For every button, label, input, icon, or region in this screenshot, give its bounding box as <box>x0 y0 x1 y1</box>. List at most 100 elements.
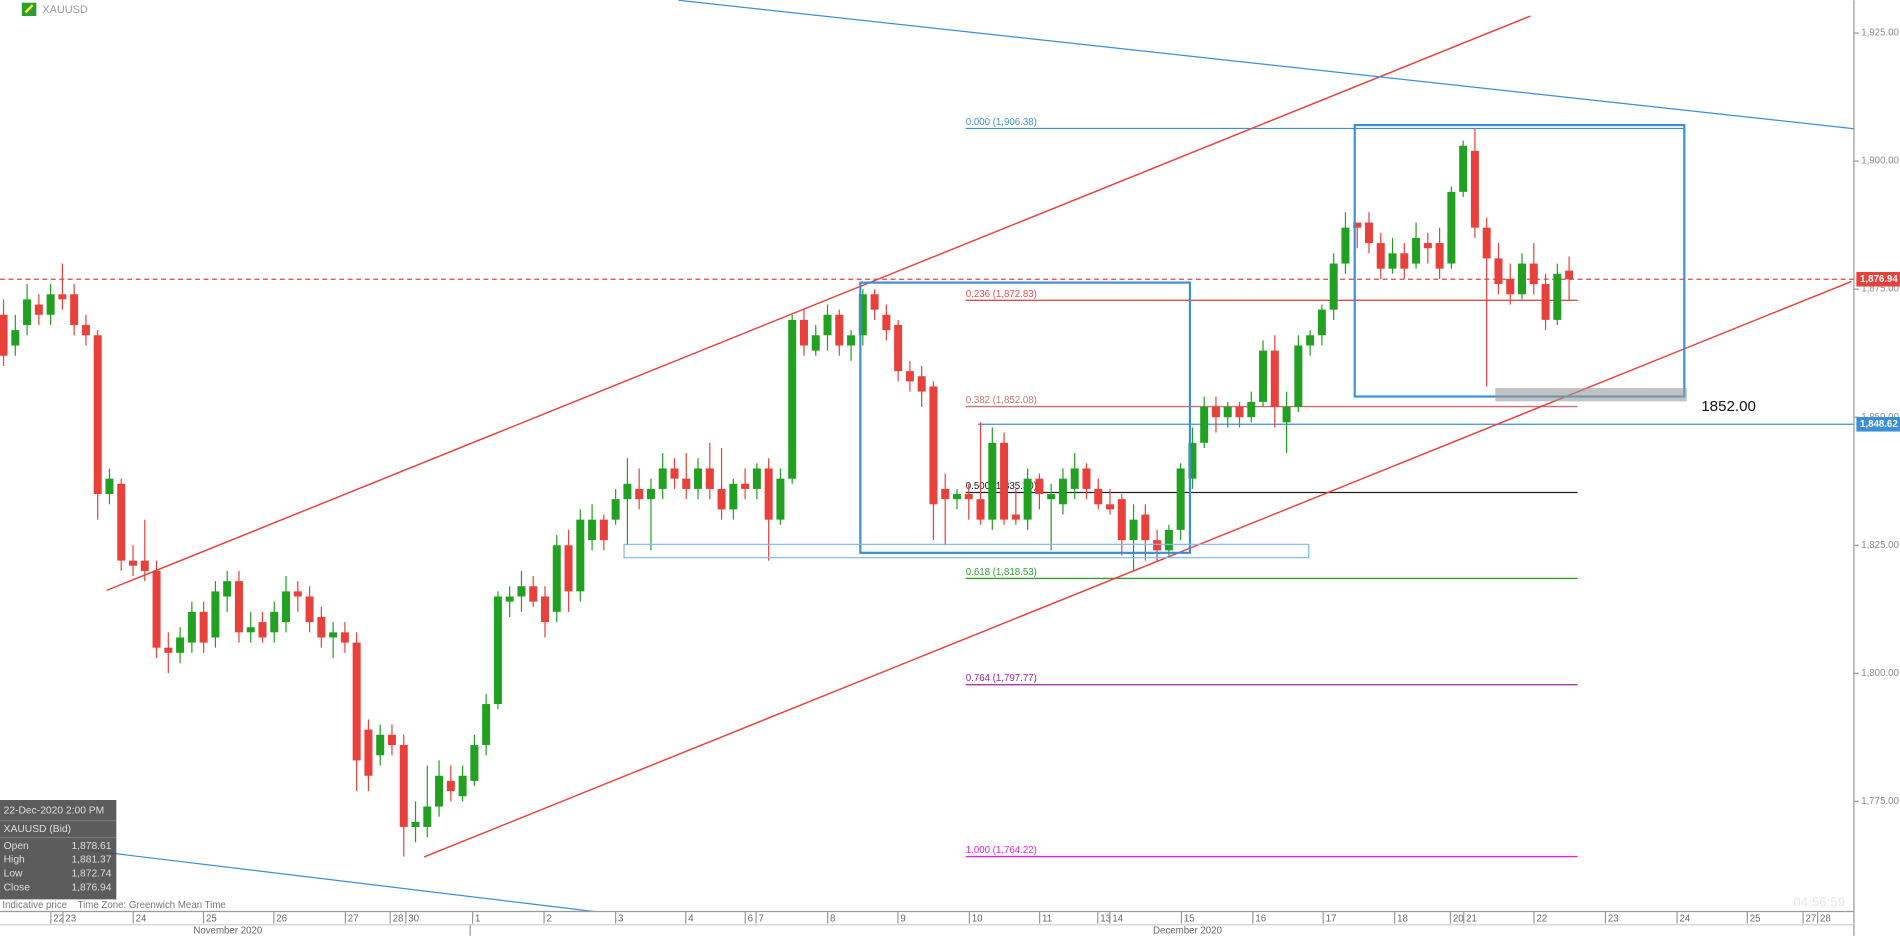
y-tick-label: 1,825.00 <box>1861 540 1899 551</box>
header: XAUUSD <box>21 2 88 17</box>
trend-line <box>678 0 1855 130</box>
candle-body <box>870 294 879 310</box>
footer-timezone: Time Zone: Greenwich Mean Time <box>78 900 226 911</box>
info-symbol: XAUUSD (Bid) <box>4 824 71 835</box>
y-tick-label: 1,875.00 <box>1861 284 1899 295</box>
trend-line <box>72 847 594 913</box>
candle-body <box>764 468 773 520</box>
x-tick-label: 28 <box>393 913 404 924</box>
candle-body <box>187 611 196 643</box>
candle-body <box>905 371 914 382</box>
candle-body <box>423 806 432 827</box>
candle-body <box>599 519 608 541</box>
candle-body <box>1553 273 1562 320</box>
candle-body <box>705 468 714 489</box>
x-tick-label: 16 <box>1255 913 1266 924</box>
candle-body <box>623 483 632 500</box>
candle-body <box>976 499 985 520</box>
x-tick-label: 3 <box>618 913 623 924</box>
candle-body <box>1106 504 1115 510</box>
candle-body <box>988 442 997 520</box>
x-tick-label: 15 <box>1184 913 1195 924</box>
candle-body <box>541 596 550 623</box>
x-tick-label: 22 <box>1536 913 1547 924</box>
candle-body <box>129 560 138 566</box>
candle-body <box>1376 243 1385 269</box>
candle-body <box>1329 263 1338 310</box>
candle-body <box>199 611 208 643</box>
x-tick-label: 30 <box>408 913 419 924</box>
candle-body <box>1082 468 1091 489</box>
candle-body <box>788 319 797 479</box>
candle-body <box>1035 478 1044 495</box>
candle-body <box>1341 227 1350 264</box>
info-datetime: 22-Dec-2020 2:00 PM <box>4 806 105 817</box>
candle-body <box>1176 468 1185 530</box>
candle-body <box>1494 258 1503 285</box>
candle-body <box>11 330 20 346</box>
channel-upper <box>106 15 1531 592</box>
candle-body <box>458 775 467 797</box>
candle-body <box>1211 406 1220 418</box>
price-tag <box>1856 417 1900 432</box>
candle-body <box>894 325 903 372</box>
candle-body <box>741 483 750 489</box>
candle-body <box>1364 222 1373 244</box>
candle-body <box>1047 494 1056 500</box>
candle-body <box>176 637 185 653</box>
candle-body <box>435 775 444 807</box>
candle-body <box>1259 350 1268 402</box>
candle-body <box>658 468 667 489</box>
x-tick-label: 27 <box>1806 913 1817 924</box>
x-tick-label: 22 <box>53 913 64 924</box>
candle-body <box>58 294 67 300</box>
candle-body <box>529 586 538 602</box>
info-row-label: High <box>4 855 25 866</box>
candle-body <box>517 586 526 597</box>
candle-body <box>411 821 420 827</box>
price-tag-label: 1,848.62 <box>1860 419 1898 430</box>
candle-body <box>1518 263 1527 295</box>
drawings <box>72 0 1855 913</box>
candle-body <box>1129 519 1138 541</box>
target-zone <box>1495 388 1687 402</box>
candle-body <box>223 581 232 597</box>
x-tick-label: 25 <box>1750 913 1761 924</box>
x-tick-label: 4 <box>688 913 694 924</box>
candle-body <box>81 325 90 336</box>
candle-body <box>1070 468 1079 489</box>
candle-body <box>482 704 491 746</box>
candle-body <box>1541 284 1550 320</box>
candle-body <box>140 560 149 571</box>
candle-body <box>1247 401 1256 418</box>
candle-body <box>1235 406 1244 418</box>
y-tick-label: 1,925.00 <box>1861 28 1899 39</box>
candle-body <box>882 314 891 331</box>
channel-lower <box>423 280 1852 858</box>
candle-body <box>1282 406 1291 423</box>
candle-body <box>364 729 373 776</box>
symbol: XAUUSD <box>42 4 88 16</box>
candle-body <box>493 596 502 705</box>
info-row-value: 1,878.61 <box>71 841 111 852</box>
candle-body <box>717 488 726 510</box>
candle-body <box>387 734 396 746</box>
candle-body <box>152 570 161 648</box>
candle-body <box>941 488 950 500</box>
x-tick-label: 24 <box>136 913 147 924</box>
candle-body <box>1270 350 1279 407</box>
candle-body <box>1506 278 1515 295</box>
x-tick-label: 23 <box>65 913 76 924</box>
x-tick-label: 24 <box>1679 913 1690 924</box>
candle-body <box>305 596 314 623</box>
candle-body <box>564 545 573 592</box>
candle-body <box>376 734 385 756</box>
candle-body <box>258 622 267 638</box>
candle-body <box>1565 270 1574 280</box>
x-tick-label: 21 <box>1466 913 1477 924</box>
candle-body <box>93 335 102 495</box>
y-tick-label: 1,775.00 <box>1861 796 1899 807</box>
info-row-value: 1,876.94 <box>71 883 111 894</box>
price-tag-label: 1,876.94 <box>1860 274 1898 285</box>
candle-body <box>1117 499 1126 541</box>
